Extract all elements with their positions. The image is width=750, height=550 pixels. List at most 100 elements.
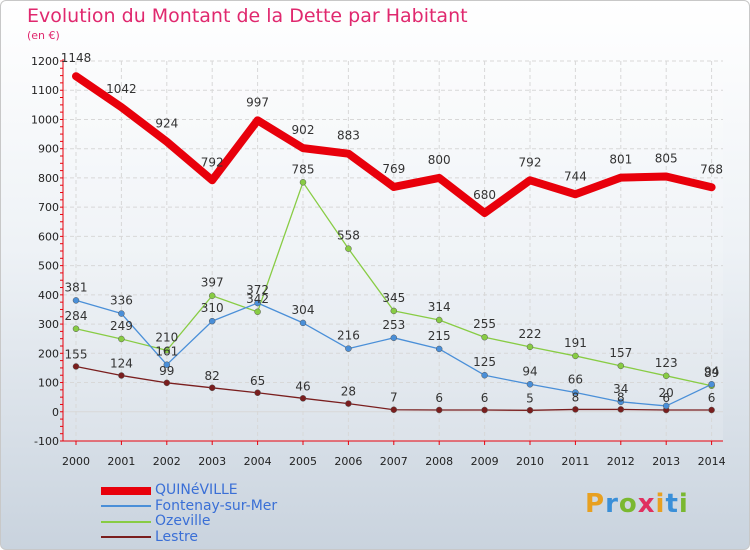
- data-point: [617, 362, 625, 370]
- data-point: [118, 372, 125, 379]
- legend-label: Ozeville: [155, 513, 211, 530]
- data-point: [163, 379, 171, 387]
- data-point: [72, 297, 80, 304]
- data-label: 157: [609, 346, 632, 360]
- data-point: [118, 335, 125, 343]
- legend-label: QUINéVILLE: [155, 482, 238, 499]
- data-label: 155: [65, 347, 88, 361]
- data-point: [481, 333, 488, 341]
- legend-swatch: [101, 486, 151, 495]
- x-tick-label: 2006: [334, 455, 362, 468]
- data-point: [208, 384, 216, 392]
- data-label: 99: [159, 364, 174, 378]
- data-label: 94: [704, 364, 719, 378]
- data-label: 161: [155, 345, 178, 359]
- data-label: 191: [564, 336, 587, 350]
- data-label: 744: [564, 169, 587, 183]
- data-label: 342: [246, 292, 269, 306]
- data-point: [299, 179, 307, 186]
- data-point: [163, 347, 171, 354]
- data-label: 89: [704, 366, 719, 380]
- data-point: [72, 363, 80, 370]
- data-label: 381: [65, 280, 88, 294]
- data-point: [435, 316, 443, 324]
- data-point: [390, 307, 398, 315]
- data-point: [708, 381, 715, 388]
- data-point: [254, 389, 261, 397]
- axes: -100 0 100 200 300 400 500 600 700 800 900 1000 1100…: [31, 55, 726, 468]
- y-tick-label: 200: [38, 347, 59, 360]
- data-point: [345, 345, 352, 352]
- data-label: 8: [617, 390, 625, 404]
- legend-item: Fontenay-sur-Mer: [101, 497, 278, 515]
- y-tick-label: 100: [38, 377, 59, 390]
- data-point: [617, 406, 625, 413]
- data-point: [299, 395, 307, 402]
- data-label: 314: [428, 300, 451, 314]
- data-label: 5: [526, 391, 534, 405]
- y-tick-label: 300: [38, 318, 59, 331]
- data-label: 1148: [61, 51, 92, 65]
- x-tick-label: 2002: [153, 455, 181, 468]
- data-label: 222: [519, 327, 542, 341]
- y-tick-label: 1000: [31, 113, 59, 126]
- x-tick-label: 2009: [471, 455, 499, 468]
- data-label: 785: [292, 162, 315, 176]
- data-label: 883: [337, 129, 360, 143]
- data-point: [708, 406, 715, 414]
- data-label: 6: [708, 391, 716, 405]
- chart-title: Evolution du Montant de la Dette par Hab…: [27, 5, 468, 27]
- data-label: 46: [295, 379, 310, 393]
- x-tick-label: 2013: [652, 455, 680, 468]
- data-label: 6: [662, 391, 670, 405]
- data-label: 8: [572, 390, 580, 404]
- legend-label: Lestre: [155, 528, 199, 545]
- data-label: 801: [609, 153, 632, 167]
- data-point: [481, 371, 488, 379]
- data-point: [662, 372, 670, 380]
- data-label: 7: [390, 391, 398, 405]
- data-point: [345, 245, 352, 252]
- legend-item: Ozeville: [101, 514, 277, 530]
- data-point: [662, 402, 670, 410]
- x-tick-label: 2004: [244, 455, 272, 468]
- x-tick-label: 2010: [516, 455, 544, 468]
- data-label: 1042: [106, 82, 137, 96]
- y-tick-label: 0: [52, 406, 59, 419]
- chart-unit-label: (en €): [27, 29, 60, 42]
- data-point: [208, 292, 216, 299]
- data-label: 124: [110, 357, 133, 371]
- data-label: 336: [110, 294, 133, 308]
- data-point: [526, 407, 534, 414]
- data-point: [254, 308, 261, 316]
- proxiti-logo: Proxiti: [585, 489, 689, 519]
- data-label: 6: [481, 391, 489, 405]
- x-tick-label: 2008: [425, 455, 453, 468]
- data-label: 125: [473, 355, 496, 369]
- data-point: [345, 400, 352, 407]
- data-label: 397: [201, 276, 224, 290]
- data-label: 216: [337, 329, 360, 343]
- data-label: 82: [205, 369, 220, 383]
- data-label: 94: [522, 364, 537, 378]
- x-tick-label: 2000: [62, 455, 90, 468]
- data-label: 800: [428, 153, 451, 167]
- x-tick-label: 2014: [698, 455, 726, 468]
- y-tick-label: 400: [38, 289, 59, 302]
- data-label: 997: [246, 95, 269, 109]
- data-label: 66: [568, 372, 583, 386]
- data-point: [617, 398, 625, 406]
- y-tick-label: -100: [34, 435, 59, 448]
- data-label: 210: [155, 330, 178, 344]
- data-point: [390, 334, 398, 342]
- data-label: 924: [155, 117, 178, 131]
- series-layer: [72, 72, 716, 414]
- data-label: 34: [613, 382, 628, 396]
- data-label: 558: [337, 229, 360, 243]
- data-point: [299, 319, 307, 327]
- data-point: [118, 310, 125, 317]
- data-point: [572, 406, 579, 413]
- data-label: 253: [382, 318, 405, 332]
- legend-label: Fontenay-sur-Mer: [155, 497, 278, 514]
